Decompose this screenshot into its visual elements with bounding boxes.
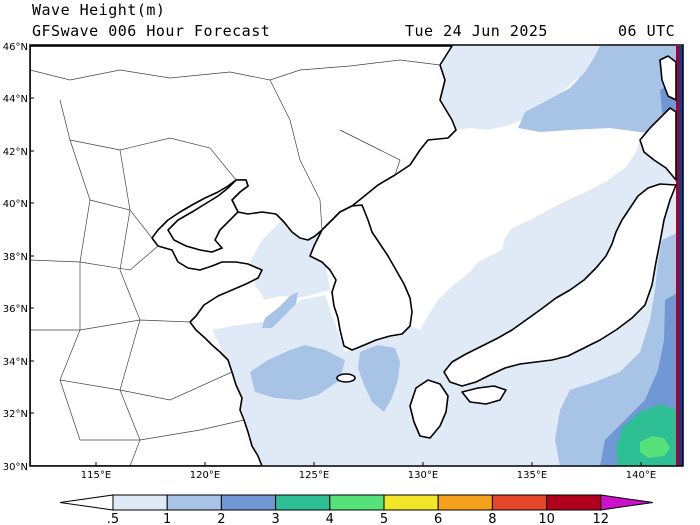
colorbar-label: 10 (538, 512, 555, 525)
colorbar-label: 6 (434, 512, 442, 525)
wave-band-1-2m-ecs (250, 345, 345, 400)
colorbar-swatch (275, 494, 331, 511)
colorbar-label: 1 (163, 512, 171, 525)
lat-ticks (30, 45, 34, 467)
colorbar-swatch (437, 494, 493, 511)
lat-label-42n: 42°N (3, 147, 28, 158)
colorbar-swatch (329, 494, 385, 511)
forecast-date: Tue 24 Jun 2025 (405, 22, 548, 40)
lon-label-115e: 115°E (81, 470, 111, 481)
colorbar-label: .5 (107, 512, 119, 525)
wave-band-1-2m-tsushima (358, 345, 400, 412)
wave-band-4-5m (640, 436, 670, 458)
lat-label-46n: 46°N (3, 42, 28, 53)
lat-label-34n: 34°N (3, 357, 28, 368)
colorbar-swatch (383, 494, 439, 511)
lat-label-40n: 40°N (3, 199, 28, 210)
wave-band-1-2m-yellow-sea (262, 292, 298, 328)
lon-label-130e: 130°E (408, 470, 438, 481)
colorbar-swatch (166, 494, 222, 511)
lon-label-120e: 120°E (190, 470, 220, 481)
colorbar-label: 8 (488, 512, 496, 525)
map-title: Wave Height(m) (32, 1, 166, 19)
land-korea (309, 204, 413, 351)
colorbar-label: 3 (271, 512, 279, 525)
colorbar-arrow-low (59, 494, 114, 511)
lat-label-36n: 36°N (3, 304, 28, 315)
lon-ticks (95, 462, 642, 466)
colorbar-swatch (112, 494, 168, 511)
province-borders (30, 59, 441, 466)
colorbar: .5 1 2 3 4 5 6 8 10 12 (59, 494, 653, 525)
lat-label-32n: 32°N (3, 409, 28, 420)
land-honshu (443, 183, 677, 387)
land-mainland (30, 45, 457, 466)
colorbar-label: 12 (593, 512, 610, 525)
wave-band-1-2m (518, 46, 683, 135)
land-jeju (336, 373, 356, 383)
colorbar-swatch (546, 494, 602, 511)
lat-label-30n: 30°N (3, 462, 28, 473)
map-canvas (30, 45, 683, 466)
bohai-sea (166, 179, 249, 253)
colorbar-swatch (491, 494, 548, 511)
lat-label-44n: 44°N (3, 94, 28, 105)
land-sakhalin (659, 55, 677, 101)
colorbar-label: 5 (380, 512, 388, 525)
land-kyushu (409, 379, 449, 439)
colorbar-label: 2 (217, 512, 225, 525)
lat-label-38n: 38°N (3, 252, 28, 263)
colorbar-swatch (220, 494, 277, 511)
forecast-time: 06 UTC (618, 22, 676, 40)
colorbar-arrow-high (600, 494, 653, 511)
colorbar-label: 4 (326, 512, 334, 525)
lon-label-135e: 135°E (517, 470, 547, 481)
land-hokkaido (639, 107, 677, 181)
lon-label-125e: 125°E (299, 470, 329, 481)
lon-label-140e: 140°E (626, 470, 656, 481)
land-shikoku (461, 385, 507, 405)
forecast-label: GFSwave 006 Hour Forecast (32, 22, 271, 40)
